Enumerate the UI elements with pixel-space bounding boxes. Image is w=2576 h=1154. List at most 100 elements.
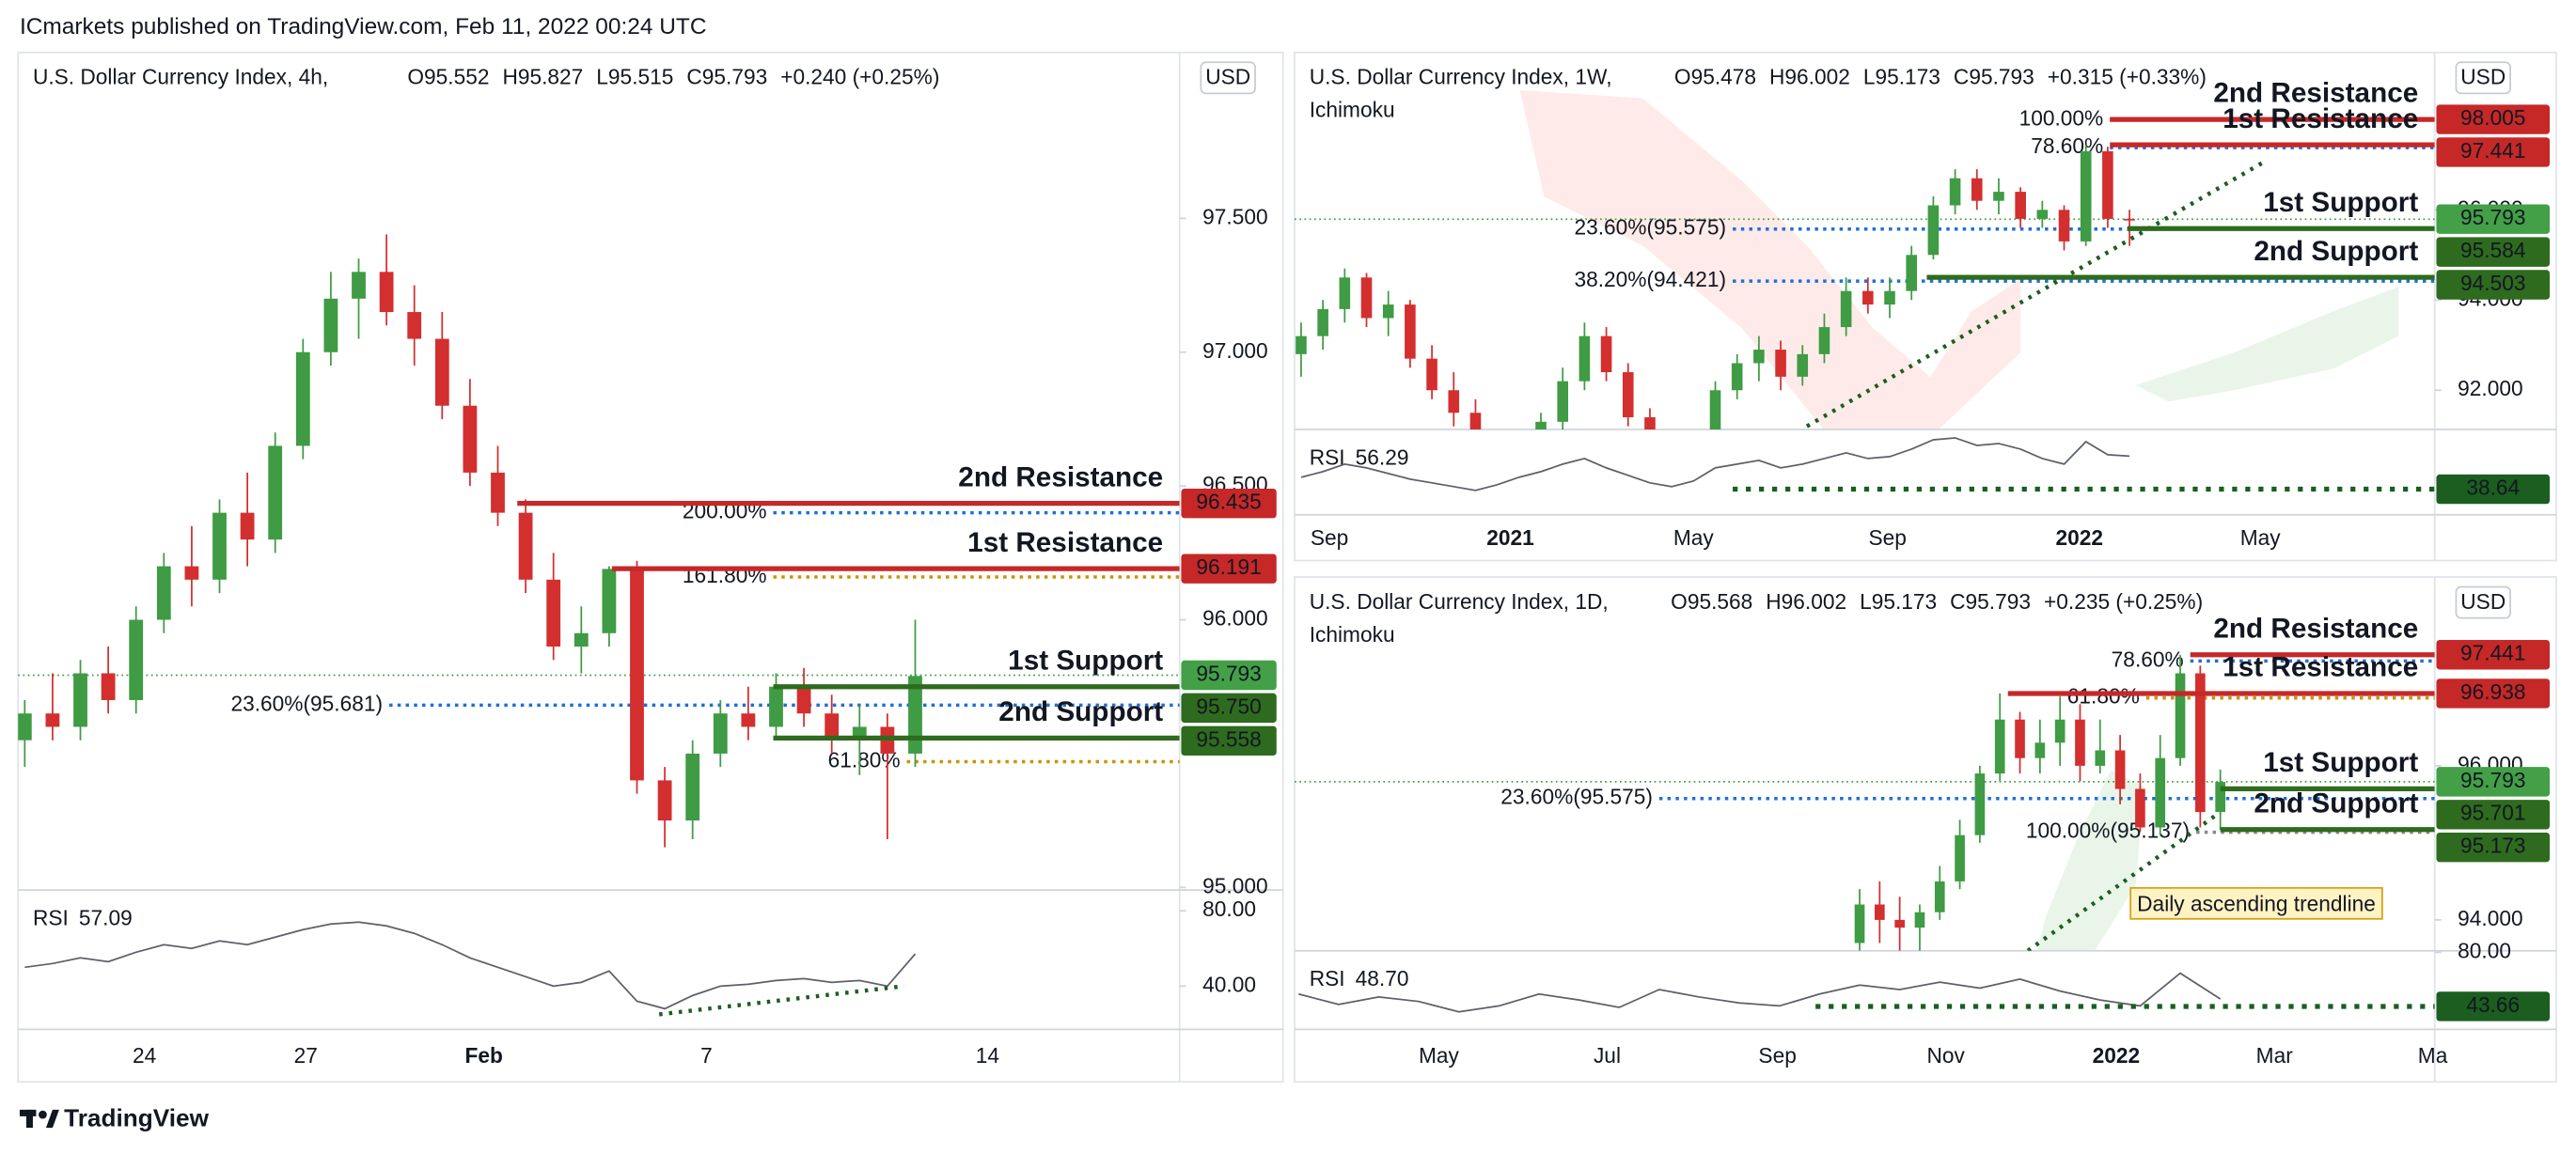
y-tick-label: 97.000 bbox=[1202, 338, 1267, 363]
candle-body bbox=[1622, 372, 1634, 418]
candle-body bbox=[1818, 327, 1830, 354]
y-tick-label: 96.000 bbox=[1202, 606, 1267, 631]
candle-body bbox=[2102, 150, 2113, 219]
quote-value: C95.793 bbox=[1954, 65, 2034, 89]
price-box bbox=[2436, 640, 2551, 670]
rsi-pane bbox=[24, 921, 917, 1017]
candle-body bbox=[2135, 788, 2145, 828]
currency-label: USD bbox=[2460, 65, 2505, 89]
price-box-label: 97.441 bbox=[2460, 641, 2525, 665]
candle-body bbox=[1927, 205, 1940, 256]
trendline bbox=[2026, 810, 2222, 951]
price-box bbox=[1181, 725, 1277, 756]
level-name: 1st Support bbox=[2263, 187, 2418, 218]
candle-body bbox=[2034, 742, 2046, 758]
candle-body bbox=[1955, 834, 1965, 881]
rsi-line bbox=[1298, 972, 2222, 1013]
candle-body bbox=[73, 673, 87, 727]
rsi-label: RSI bbox=[1310, 966, 1345, 990]
ichimoku-cloud bbox=[2135, 287, 2399, 402]
fib-label: 78.60% bbox=[2031, 133, 2103, 158]
candle-body bbox=[796, 686, 811, 714]
candle-body bbox=[1382, 304, 1394, 319]
candle-body bbox=[2155, 757, 2166, 828]
annotation-box bbox=[2129, 886, 2383, 920]
rsi-current: 48.70 bbox=[1356, 966, 1409, 990]
quote-value: L95.173 bbox=[1860, 589, 1937, 614]
level-name: 1st Resistance bbox=[967, 527, 1163, 558]
rsi-y-tick-label: 40.00 bbox=[1202, 972, 1256, 996]
candle-body bbox=[1469, 413, 1482, 430]
price-box-label: 95.793 bbox=[2460, 768, 2525, 792]
level-name: 2nd Support bbox=[2254, 788, 2418, 819]
panel-frame bbox=[1294, 576, 2557, 1084]
chart-subtitle: Ichimoku bbox=[1310, 622, 1395, 647]
candle-body bbox=[101, 673, 116, 700]
candle-body bbox=[2095, 750, 2106, 766]
fib-label: 23.60%(95.575) bbox=[1574, 215, 1726, 240]
annotation-text: Daily ascending trendline bbox=[2137, 891, 2376, 915]
y-tick-label: 95.000 bbox=[1202, 873, 1267, 897]
tradingview-logo bbox=[19, 1109, 59, 1129]
level-name: 1st Support bbox=[2263, 747, 2418, 778]
quote-value: L95.173 bbox=[1863, 65, 1940, 89]
y-tick-label: 94.000 bbox=[2458, 906, 2522, 930]
candle-body bbox=[1448, 390, 1460, 413]
candle-body bbox=[1949, 178, 1961, 206]
candle-body bbox=[463, 405, 478, 473]
quote-value: O95.478 bbox=[1674, 65, 1756, 89]
candle-body bbox=[407, 312, 422, 339]
currency-label: USD bbox=[2460, 589, 2505, 614]
footer-brand: TradingView bbox=[64, 1103, 209, 1131]
fib-label: 61.80% bbox=[2067, 684, 2140, 709]
candle-body bbox=[1862, 290, 1874, 305]
fib-label: 78.60% bbox=[2112, 647, 2184, 671]
price-box bbox=[2436, 832, 2551, 863]
ichimoku-cloud bbox=[2036, 770, 2144, 951]
level-name: 2nd Resistance bbox=[2213, 613, 2418, 644]
candle-body bbox=[1644, 417, 1656, 430]
candle-body bbox=[2215, 782, 2225, 813]
candle-body bbox=[2124, 218, 2135, 221]
rsi-level-box bbox=[2436, 991, 2551, 1021]
price-box bbox=[2436, 678, 2551, 709]
rsi-y-tick-label: 80.00 bbox=[1202, 897, 1256, 921]
rsi-pane bbox=[1300, 437, 2435, 492]
candle-body bbox=[295, 351, 310, 446]
candle-body bbox=[2075, 719, 2085, 766]
level-name: 2nd Support bbox=[998, 696, 1163, 727]
candle-body bbox=[630, 569, 644, 781]
price-box-label: 97.441 bbox=[2460, 138, 2525, 163]
price-box-label: 95.584 bbox=[2460, 238, 2525, 262]
price-box bbox=[1181, 554, 1277, 584]
candle-body bbox=[1934, 881, 1945, 912]
price-pane: 78.60%61.80%23.60%(95.575)100.00%(95.137… bbox=[1294, 613, 2435, 951]
x-tick-label: 2022 bbox=[2093, 1043, 2141, 1068]
rsi-current: 57.09 bbox=[79, 906, 133, 930]
candle-body bbox=[1317, 308, 1328, 336]
rsi-trendline bbox=[658, 984, 904, 1017]
chart-title: U.S. Dollar Currency Index, 4h, bbox=[33, 65, 328, 89]
x-tick-label: Feb bbox=[465, 1043, 503, 1068]
price-box-label: 95.173 bbox=[2460, 834, 2525, 858]
candle-body bbox=[518, 512, 533, 580]
level-name: 2nd Resistance bbox=[2213, 78, 2418, 109]
level-name: 2nd Resistance bbox=[958, 461, 1163, 492]
price-box-label: 98.005 bbox=[2460, 105, 2525, 130]
candle-body bbox=[1426, 358, 1437, 391]
panel-frame bbox=[1294, 51, 2557, 562]
currency-label: USD bbox=[1205, 65, 1250, 89]
candle-body bbox=[18, 713, 32, 741]
candle-body bbox=[1709, 390, 1721, 430]
candle-body bbox=[1731, 363, 1743, 391]
candle-body bbox=[379, 272, 394, 313]
price-pane: 200.00%161.80%23.60%(95.681)61.80%2nd Re… bbox=[18, 234, 1180, 848]
candle-body bbox=[1971, 178, 1983, 201]
candle-body bbox=[546, 579, 561, 647]
quote-value: L95.515 bbox=[596, 65, 673, 89]
fib-label: 23.60%(95.681) bbox=[230, 691, 383, 715]
candle-body bbox=[1906, 255, 1918, 291]
candle-body bbox=[2036, 210, 2049, 219]
price-box-label: 96.938 bbox=[2460, 679, 2525, 704]
